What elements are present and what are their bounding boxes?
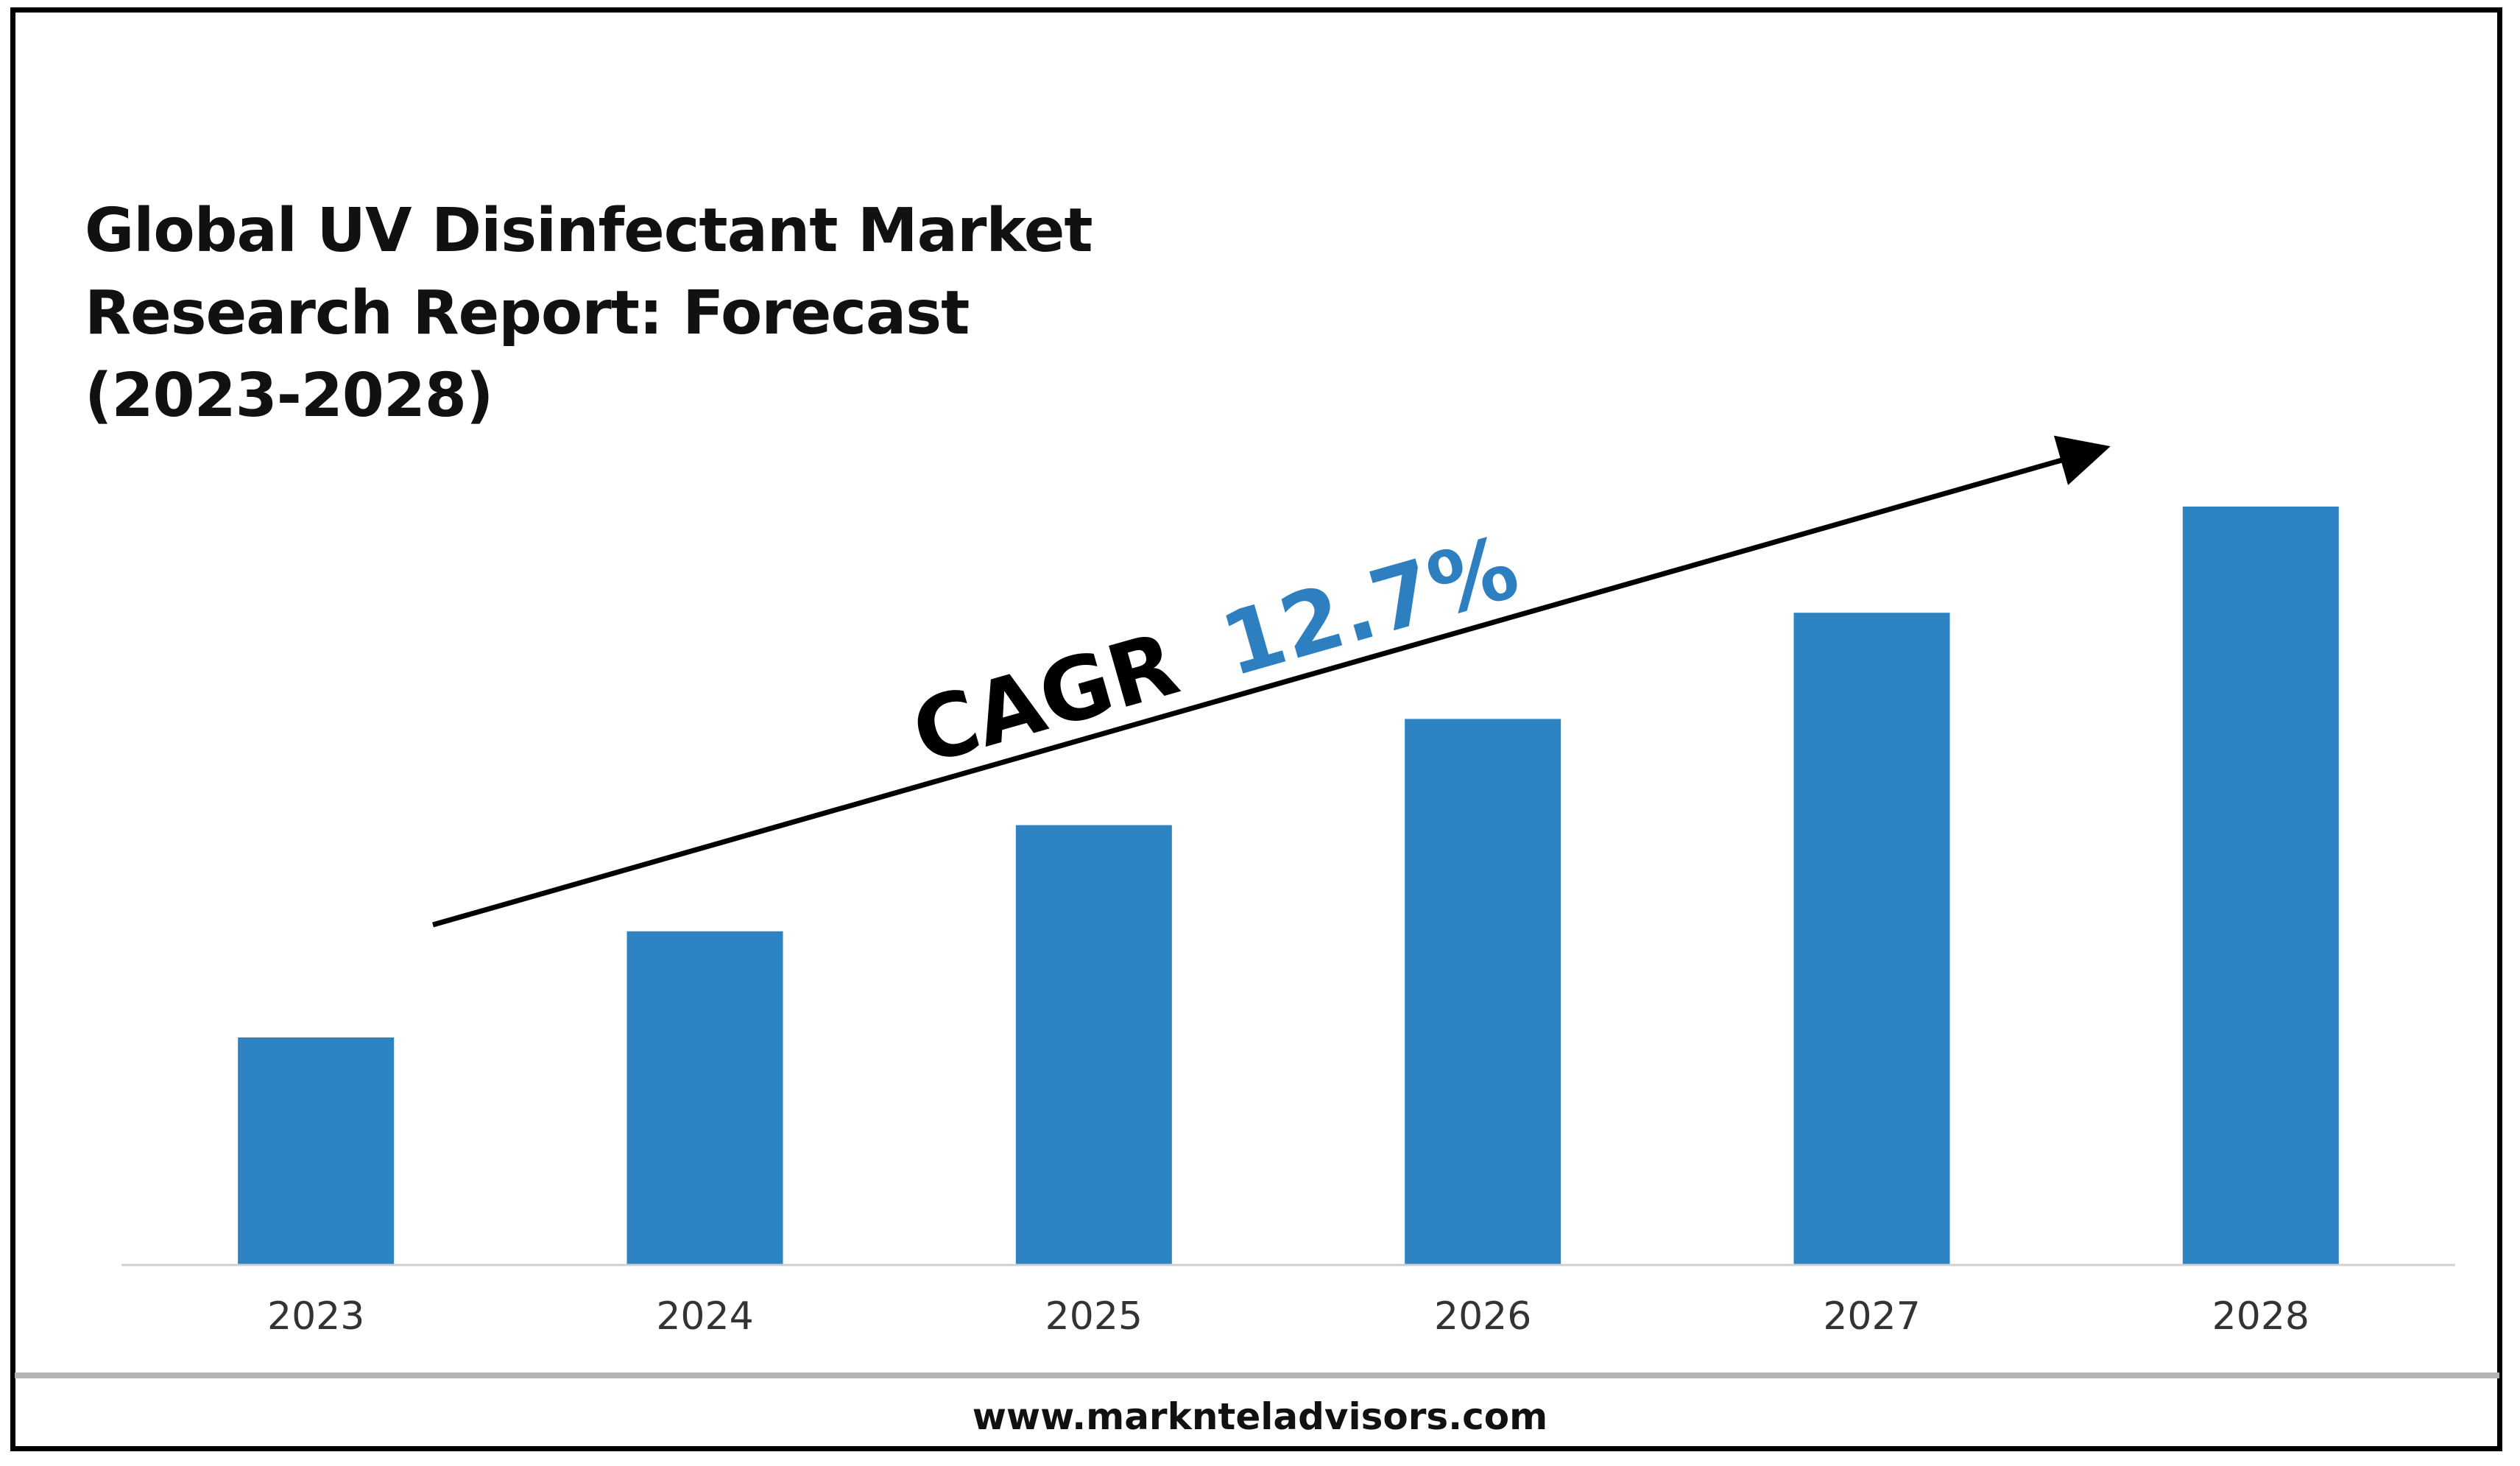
chart-frame	[10, 7, 2502, 1451]
cagr-value: 12.7%	[1211, 515, 1529, 696]
bar-2024	[627, 931, 783, 1265]
trend-arrow	[432, 435, 2111, 928]
cagr-label: CAGR	[902, 613, 1188, 784]
bar-2025	[1015, 825, 1172, 1265]
chart-title-line-1: Global UV Disinfectant Market	[85, 196, 1093, 266]
bars-layer	[238, 507, 2339, 1265]
bar-2023	[238, 1037, 395, 1265]
x-tick-label-2024: 2024	[656, 1294, 753, 1339]
x-tick-labels: 2023 2024 2025 2026 2027 2028	[267, 1294, 2309, 1339]
x-tick-label-2026: 2026	[1434, 1294, 1531, 1339]
x-tick-label-2028: 2028	[2212, 1294, 2309, 1339]
bar-2028	[2182, 507, 2339, 1265]
footer-divider	[15, 1372, 2499, 1378]
chart-title-line-3: (2023-2028)	[85, 361, 493, 431]
x-tick-label-2027: 2027	[1823, 1294, 1920, 1339]
x-tick-label-2023: 2023	[267, 1294, 364, 1339]
bar-2026	[1405, 719, 1561, 1265]
chart-title: Global UV Disinfectant Market Research R…	[85, 190, 1189, 437]
x-tick-label-2025: 2025	[1045, 1294, 1143, 1339]
bar-2027	[1793, 613, 1950, 1265]
chart-title-line-2: Research Report: Forecast	[85, 278, 970, 348]
footer-url-link[interactable]: www.marknteladvisors.com	[972, 1395, 1548, 1438]
